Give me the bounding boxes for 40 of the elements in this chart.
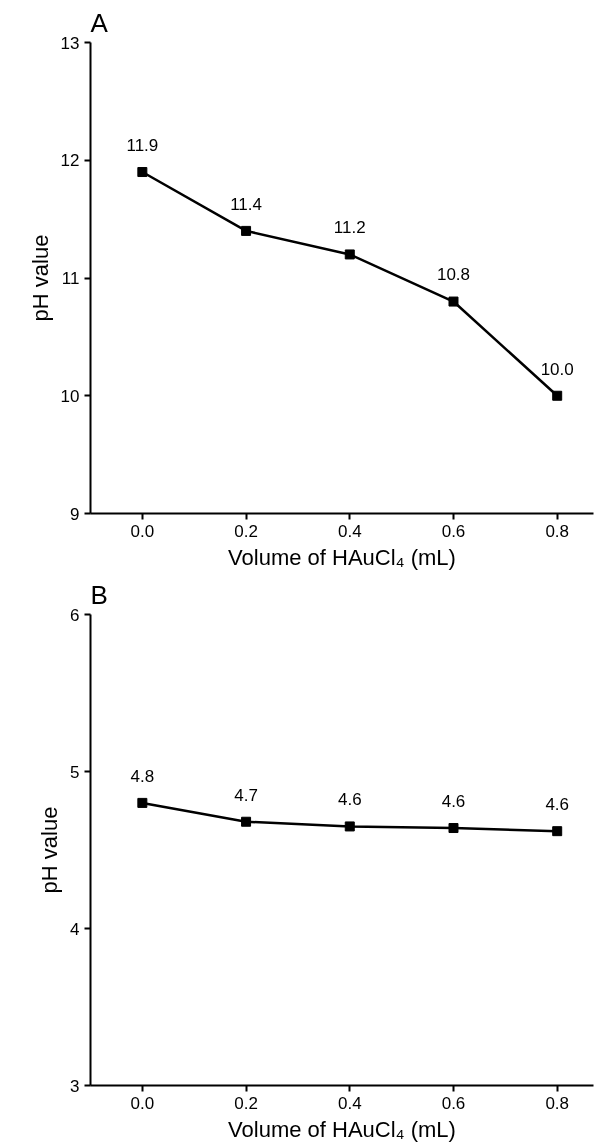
x-tick-label: 0.2	[234, 521, 258, 541]
text: 4.7	[234, 785, 258, 805]
x-tick-label: 0.0	[130, 1093, 155, 1113]
text: 4.6	[545, 794, 570, 814]
point	[344, 249, 355, 260]
text: 11.4	[230, 194, 262, 214]
text: 4.6	[441, 791, 466, 811]
text: 4.8	[130, 766, 155, 786]
text: 4.6	[337, 790, 362, 810]
x-tick-label: 0.8	[545, 521, 570, 541]
point	[448, 296, 459, 307]
x-tick-label: 0.2	[234, 1093, 258, 1113]
point	[552, 390, 563, 401]
x-tick-label: 0.4	[337, 521, 362, 541]
x-axis-title: Volume of HAuCl₄ (mL)	[228, 1116, 456, 1142]
text: 11.2	[333, 218, 366, 238]
y-tick-label: 10	[60, 386, 80, 406]
y-tick-label: 3	[70, 1076, 80, 1096]
point	[137, 167, 148, 178]
x-tick-label: 0.8	[545, 1093, 570, 1113]
y-tick-label: 13	[60, 33, 80, 53]
y-axis-title: pH value	[27, 234, 53, 322]
point	[241, 225, 252, 236]
y-tick-label: 9	[70, 504, 80, 524]
y-tick-label: 11	[61, 269, 80, 288]
chart-title: A	[90, 7, 109, 38]
x-tick-label: 0.6	[441, 521, 466, 541]
y-tick-label: 5	[70, 762, 80, 782]
x-tick-label: 0.4	[337, 1093, 362, 1113]
y-tick-label: 12	[60, 151, 80, 171]
x-axis-title: Volume of HAuCl₄ (mL)	[228, 544, 456, 570]
x-tick-label: 0.0	[130, 521, 155, 541]
y-tick-label: 6	[70, 605, 80, 625]
y-axis-title: pH value	[37, 806, 63, 894]
text: 10.0	[540, 359, 574, 379]
y-tick-label: 4	[70, 919, 80, 939]
chart-title: B	[90, 579, 108, 610]
x-tick-label: 0.6	[441, 1093, 466, 1113]
text: 10.8	[436, 265, 471, 285]
text: 11.9	[126, 135, 159, 155]
